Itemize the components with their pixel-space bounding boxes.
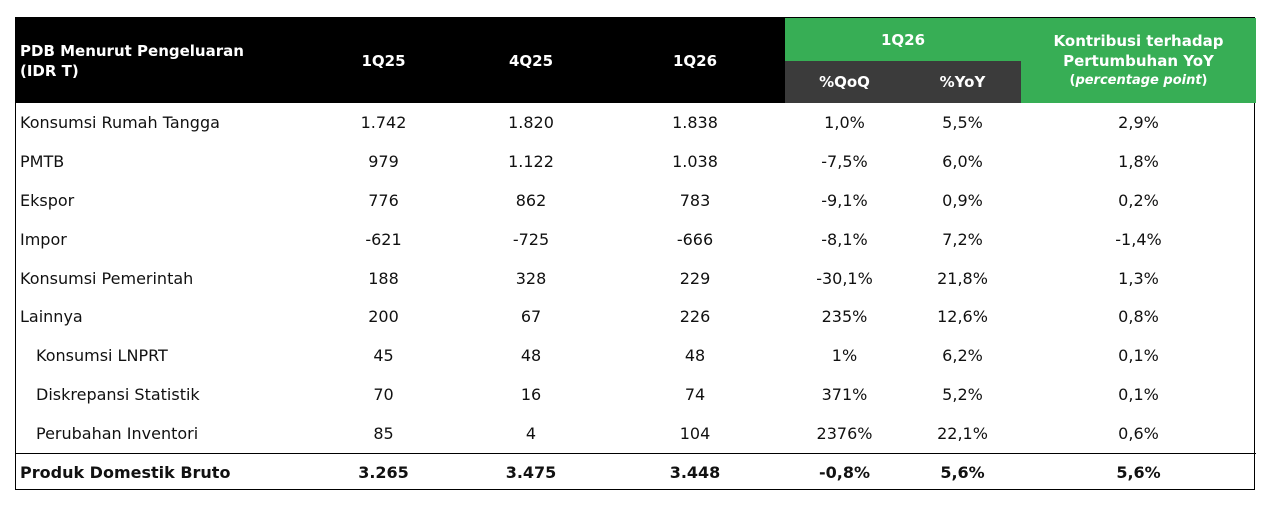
cell-kontribusi: 0,2%	[1118, 190, 1159, 210]
table-row: PMTB 979 1.122 1.038 -7,5% 6,0% 1,8%	[16, 142, 1256, 181]
cell-1q25: 200	[368, 307, 399, 327]
cell-1q26: 74	[684, 385, 706, 405]
total-row: Produk Domestik Bruto 3.265 3.475 3.448 …	[16, 453, 1256, 492]
cell-qoq: -7,5%	[821, 151, 868, 171]
table-row: Konsumsi Pemerintah 188 328 229 -30,1% 2…	[16, 259, 1256, 298]
total-kontribusi: 5,6%	[1021, 453, 1256, 492]
cell-yoy: 5,5%	[942, 112, 983, 132]
cell-kontribusi: 0,1%	[1118, 346, 1159, 366]
row-label: Ekspor	[20, 190, 75, 210]
cell-kontribusi: 2,9%	[1118, 112, 1159, 132]
cell-4q25: 48	[520, 346, 542, 366]
cell-yoy: 12,6%	[937, 307, 988, 327]
table-row: Konsumsi LNPRT 45 48 48 1% 6,2% 0,1%	[16, 336, 1256, 375]
title-line1: PDB Menurut Pengeluaran	[20, 41, 244, 60]
cell-qoq: 1,0%	[824, 112, 865, 132]
cell-4q25: 1.122	[508, 151, 554, 171]
cell-yoy: 0,9%	[942, 190, 983, 210]
cell-kontribusi: 1,3%	[1118, 268, 1159, 288]
title-line2: (IDR T)	[20, 61, 79, 80]
cell-4q25: 4	[525, 424, 537, 444]
cell-kontribusi: 0,6%	[1118, 424, 1159, 444]
cell-kontribusi: 0,8%	[1118, 307, 1159, 327]
cell-1q26: 104	[679, 424, 711, 444]
cell-yoy: 22,1%	[937, 424, 988, 444]
cell-1q25: 1.742	[360, 112, 407, 132]
table-row: Perubahan Inventori 85 4 104 2376% 22,1%…	[16, 414, 1256, 453]
cell-qoq: 235%	[821, 307, 868, 327]
cell-qoq: -8,1%	[821, 229, 868, 249]
total-label: Produk Domestik Bruto	[16, 453, 310, 492]
cell-1q25: -621	[365, 229, 402, 249]
subheader-yoy: %YoY	[904, 61, 1021, 103]
group-header-1q26: 1Q26	[785, 18, 1021, 61]
total-1q25: 3.265	[310, 453, 457, 492]
cell-4q25: 16	[520, 385, 542, 405]
cell-qoq: -30,1%	[816, 268, 873, 288]
table-title: PDB Menurut Pengeluaran (IDR T)	[16, 18, 310, 103]
cell-yoy: 7,2%	[942, 229, 983, 249]
row-label: Impor	[20, 229, 67, 249]
cell-4q25: 328	[515, 268, 547, 288]
cell-4q25: 1.820	[508, 112, 554, 132]
total-4q25: 3.475	[457, 453, 605, 492]
cell-qoq: 371%	[821, 385, 868, 405]
row-label: PMTB	[20, 151, 65, 171]
table-row: Konsumsi Rumah Tangga 1.742 1.820 1.838 …	[16, 103, 1256, 142]
cell-kontribusi: 1,8%	[1118, 151, 1159, 171]
col-header-4q25: 4Q25	[457, 18, 605, 103]
cell-yoy: 6,0%	[942, 151, 983, 171]
kontrib-unit: percentage point	[1075, 72, 1202, 88]
table-row: Impor -621 -725 -666 -8,1% 7,2% -1,4%	[16, 220, 1256, 259]
cell-1q26: 783	[679, 190, 711, 210]
row-label: Konsumsi Rumah Tangga	[20, 112, 220, 132]
table-row: Lainnya 200 67 226 235% 12,6% 0,8%	[16, 297, 1256, 336]
cell-1q25: 188	[368, 268, 399, 288]
cell-1q25: 979	[368, 151, 399, 171]
row-label: Konsumsi Pemerintah	[20, 268, 194, 288]
cell-1q26: 226	[679, 307, 711, 327]
total-yoy: 5,6%	[904, 453, 1021, 492]
cell-1q25: 45	[373, 346, 394, 366]
row-label: Perubahan Inventori	[36, 424, 199, 444]
table-row: Diskrepansi Statistik 70 16 74 371% 5,2%…	[16, 375, 1256, 414]
row-label: Diskrepansi Statistik	[36, 385, 200, 405]
row-label: Lainnya	[20, 307, 83, 327]
cell-qoq: 1%	[831, 346, 858, 366]
cell-yoy: 21,8%	[937, 268, 988, 288]
kontrib-line3: (percentage point)	[1069, 72, 1208, 88]
subheader-qoq: %QoQ	[785, 61, 904, 103]
cell-yoy: 5,2%	[942, 385, 983, 405]
total-qoq: -0,8%	[785, 453, 904, 492]
total-1q26: 3.448	[605, 453, 785, 492]
cell-qoq: 2376%	[816, 424, 873, 444]
cell-4q25: 67	[520, 307, 542, 327]
cell-4q25: -725	[512, 229, 550, 249]
cell-1q26: 1.838	[672, 112, 718, 132]
cell-1q26: 1.038	[672, 151, 718, 171]
kontrib-line2: Pertumbuhan YoY	[1063, 51, 1214, 70]
table-row: Ekspor 776 862 783 -9,1% 0,9% 0,2%	[16, 181, 1256, 220]
table-body: Konsumsi Rumah Tangga 1.742 1.820 1.838 …	[16, 103, 1256, 492]
cell-4q25: 862	[515, 190, 547, 210]
cell-kontribusi: -1,4%	[1115, 229, 1162, 249]
col-header-kontribusi: Kontribusi terhadap Pertumbuhan YoY (per…	[1021, 18, 1256, 103]
row-label: Konsumsi LNPRT	[36, 346, 168, 366]
cell-1q25: 776	[368, 190, 399, 210]
gdp-expenditure-table: PDB Menurut Pengeluaran (IDR T) 1Q25 4Q2…	[16, 18, 1256, 492]
cell-kontribusi: 0,1%	[1118, 385, 1159, 405]
kontrib-line1: Kontribusi terhadap	[1053, 31, 1224, 50]
cell-yoy: 6,2%	[942, 346, 983, 366]
cell-1q25: 70	[373, 385, 394, 405]
col-header-1q26: 1Q26	[605, 18, 785, 103]
cell-1q25: 85	[373, 424, 394, 444]
gdp-table-frame: PDB Menurut Pengeluaran (IDR T) 1Q25 4Q2…	[15, 17, 1256, 492]
cell-1q26: -666	[676, 229, 714, 249]
col-header-1q25: 1Q25	[310, 18, 457, 103]
cell-qoq: -9,1%	[821, 190, 868, 210]
cell-1q26: 229	[679, 268, 711, 288]
cell-1q26: 48	[684, 346, 706, 366]
